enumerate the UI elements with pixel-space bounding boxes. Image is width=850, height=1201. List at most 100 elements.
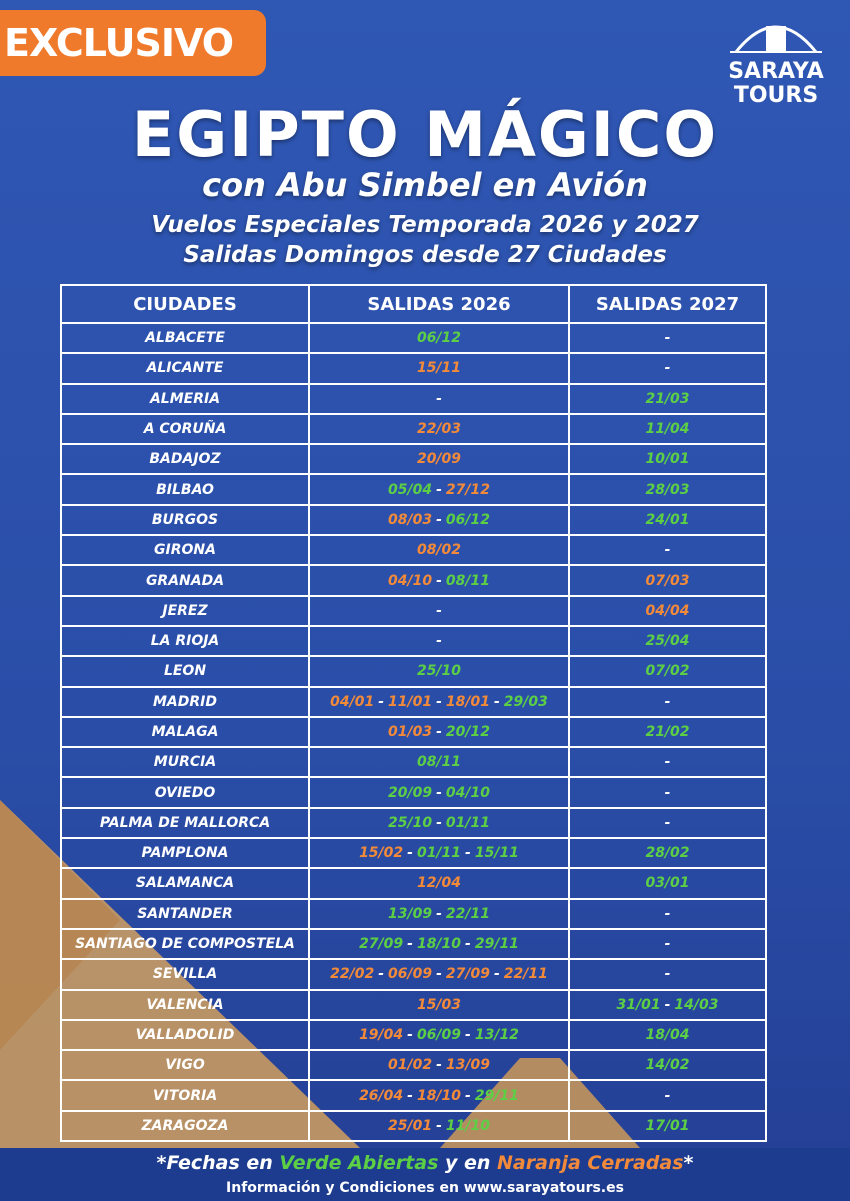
date: 13/09 (388, 905, 433, 922)
dates-cell: 08/03-06/12 (310, 505, 570, 535)
city-cell: JEREZ (62, 596, 310, 625)
date: 13/12 (474, 1026, 519, 1043)
date: 11/10 (445, 1117, 490, 1134)
city: ALICANTE (146, 360, 224, 377)
dates-cell: 01/03-20/12 (310, 717, 570, 747)
date: 29/03 (503, 693, 548, 710)
date: 20/09 (416, 451, 462, 468)
logo-line: SARAYA (728, 59, 824, 84)
subheading: Salidas Domingos desde 27 Ciudades (183, 242, 667, 268)
date: - (436, 633, 442, 650)
dates-cell: 08/11 (310, 748, 570, 777)
dates-cell: - (310, 626, 570, 656)
dates-cell: 12/04 (310, 869, 570, 898)
date: 31/01 (616, 996, 661, 1013)
dates-cell: - (570, 688, 765, 716)
header-text: SALIDAS 2026 (367, 293, 511, 315)
separator: - (465, 1026, 471, 1043)
city: BADAJOZ (149, 451, 221, 468)
city: ZARAGOZA (141, 1117, 229, 1134)
date: 21/02 (645, 724, 690, 740)
date: 08/02 (416, 542, 462, 559)
date: 29/11 (474, 1087, 519, 1104)
dates-cell: - (570, 778, 765, 806)
badge: EXCLUSIVO (0, 10, 266, 76)
city-cell: BADAJOZ (62, 445, 310, 474)
city: ALMERIA (149, 390, 221, 407)
table: CIUDADES SALIDAS 2026 SALIDAS 2027 ALBACETE… (60, 284, 767, 1143)
date: 12/04 (416, 875, 462, 892)
city: BURGOS (151, 511, 219, 528)
logo-icon (730, 25, 822, 53)
dates-cell: 21/03 (570, 385, 765, 413)
date: 19/04 (359, 1026, 404, 1043)
date: - (664, 330, 671, 347)
header-cell: SALIDAS 2026 (310, 286, 570, 322)
note-part: *Fechas en (156, 1152, 280, 1174)
title: EGIPTO MÁGICO (131, 98, 719, 171)
separator: - (465, 1087, 471, 1104)
table-row: SALAMANCA 12/04 03/01 (62, 867, 765, 898)
city: PAMPLONA (141, 845, 229, 862)
separator: - (493, 693, 500, 710)
date: 20/12 (445, 724, 490, 740)
dates-cell: 22/03 (310, 414, 570, 444)
city: VALLADOLID (135, 1026, 235, 1043)
dates-cell: - (570, 354, 765, 382)
dates-cell: 14/02 (570, 1051, 765, 1079)
city: SALAMANCA (135, 875, 235, 892)
city: LA RIOJA (150, 633, 220, 650)
city: PALMA DE MALLORCA (99, 814, 271, 831)
table-row: ZARAGOZA 25/01-11/10 17/01 (62, 1109, 765, 1141)
dates-cell: - (570, 900, 765, 928)
header-text: SALIDAS 2027 (595, 293, 740, 315)
date: 04/10 (445, 784, 490, 801)
subheading: Vuelos Especiales Temporada 2026 y 2027 (151, 212, 699, 238)
separator: - (436, 481, 442, 498)
dates-cell: 25/01-11/10 (310, 1111, 570, 1141)
dates-cell: 15/03 (310, 990, 570, 1019)
separator: - (436, 814, 442, 831)
dates-cell: 25/10-01/11 (310, 808, 570, 838)
dates-cell: 24/01 (570, 506, 765, 534)
dates-cell: 07/02 (570, 657, 765, 685)
city-cell: MALAGA (62, 717, 310, 747)
city: VITORIA (152, 1087, 218, 1104)
city-cell: LEON (62, 657, 310, 686)
dates-cell: - (570, 960, 765, 988)
dates-cell: 28/03 (570, 475, 765, 503)
footer: *Fechas en Verde Abiertas y en Naranja C… (0, 1148, 850, 1201)
date: 07/03 (645, 572, 690, 589)
city-cell: LA RIOJA (62, 626, 310, 656)
subtitle: con Abu Simbel en Avión (202, 166, 648, 204)
table-row: A CORUÑA 22/03 11/04 (62, 412, 765, 444)
dates-cell: 25/10 (310, 657, 570, 686)
city-cell: ALICANTE (62, 354, 310, 383)
date: 01/02 (388, 1057, 433, 1074)
city-cell: VALENCIA (62, 990, 310, 1019)
city-cell: ZARAGOZA (62, 1111, 310, 1141)
date: 18/01 (445, 693, 490, 710)
table-row: ALMERIA - 21/03 (62, 382, 765, 413)
date: 22/03 (416, 421, 462, 438)
dates-cell: 10/01 (570, 445, 765, 473)
date: 22/11 (445, 905, 490, 922)
date: 08/03 (388, 511, 433, 528)
date: 08/11 (416, 754, 462, 771)
date: 29/11 (474, 936, 519, 953)
date: - (664, 693, 671, 710)
header-cell: CIUDADES (62, 286, 310, 322)
dates-cell: 08/02 (310, 536, 570, 565)
dates-cell: - (570, 1081, 765, 1109)
dates-cell: 06/12 (310, 324, 570, 353)
dates-cell: - (570, 809, 765, 837)
date: 25/04 (645, 633, 690, 650)
separator: - (436, 1117, 442, 1134)
table-row: SANTIAGO DE COMPOSTELA 27/09-18/10-29/11- (62, 927, 765, 959)
date: 18/04 (645, 1026, 690, 1043)
table-row: LEON 25/10 07/02 (62, 655, 765, 686)
city-cell: SANTANDER (62, 899, 310, 928)
dates-cell: 18/04 (570, 1021, 765, 1049)
city: OVIEDO (154, 784, 216, 801)
city: LEON (163, 663, 207, 680)
